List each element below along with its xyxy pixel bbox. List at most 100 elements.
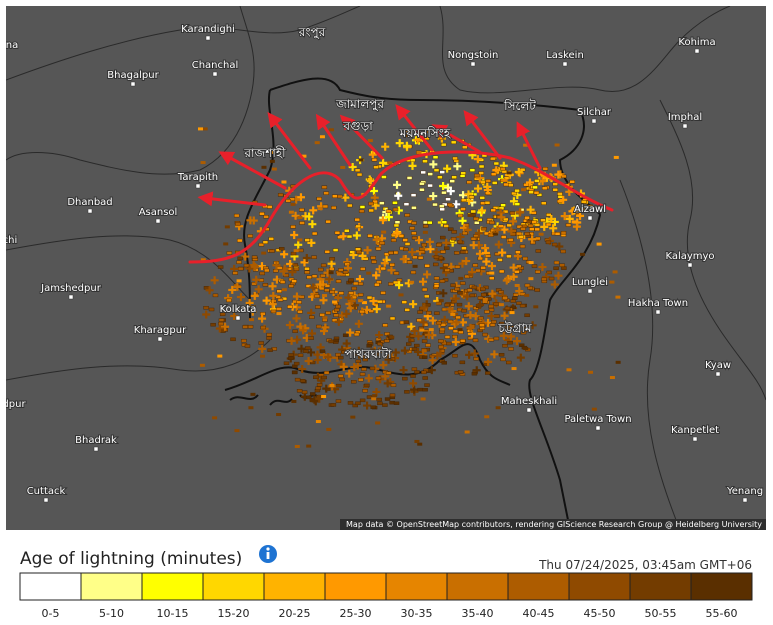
place-label: Kalaymyo [665, 251, 714, 262]
lightning-strike [409, 158, 416, 163]
lightning-strike [526, 219, 533, 224]
lightning-strike [506, 360, 512, 365]
place-label: Jamshedpur [40, 283, 102, 294]
lightning-strike [200, 161, 206, 165]
lightning-strike [389, 393, 396, 397]
lightning-strike [392, 201, 398, 205]
lightning-strike [429, 160, 438, 169]
lightning-strike [450, 312, 456, 316]
lightning-strike [419, 277, 428, 286]
lightning-strike [511, 191, 517, 196]
lightning-strike [308, 329, 317, 338]
legend-label: 40-45 [523, 607, 555, 620]
lightning-strike [251, 262, 260, 271]
lightning-strike [329, 257, 335, 261]
lightning-strike [516, 353, 525, 362]
lightning-strike [212, 293, 219, 298]
legend-swatch [19, 572, 82, 601]
lightning-strike [523, 143, 529, 147]
map[interactable]: Karandighi Chanchal Bhagalpur Nongstoin Lask… [2, 6, 766, 530]
lightning-strike [234, 429, 240, 433]
place-label-bengali: ময়মনসিংহ [399, 126, 451, 140]
lightning-strike [308, 220, 317, 229]
lightning-strike [264, 268, 270, 273]
lightning-strike [412, 264, 418, 268]
lightning-strike [523, 183, 529, 187]
lightning-strike [318, 267, 324, 272]
lightning-strike [375, 247, 382, 251]
lightning-strike [545, 240, 552, 245]
lightning-strike [565, 223, 572, 227]
place-label: Yenang [726, 486, 763, 497]
lightning-strike [480, 201, 486, 205]
lightning-strike [335, 352, 341, 357]
lightning-strike [559, 195, 568, 204]
lightning-strike [232, 271, 238, 275]
lightning-strike [311, 274, 318, 278]
lightning-strike [241, 338, 247, 343]
lightning-strike [457, 370, 464, 374]
lightning-strike [355, 275, 364, 284]
lightning-strike [290, 251, 297, 256]
place-label-bengali: বগুড়া [342, 119, 373, 133]
lightning-strike [428, 328, 434, 332]
lightning-strike [462, 145, 468, 149]
info-icon[interactable] [259, 545, 277, 563]
lightning-strike [481, 227, 487, 231]
lightning-strike [377, 344, 386, 353]
lightning-strike [393, 180, 402, 189]
lightning-strike [320, 327, 329, 336]
lightning-strike [258, 242, 265, 247]
lightning-strike [389, 400, 395, 405]
lightning-strike [460, 198, 467, 202]
lightning-strike [518, 343, 525, 347]
lightning-strike [393, 223, 400, 228]
lightning-strike [449, 179, 455, 183]
lightning-strike [393, 228, 402, 237]
lightning-strike [474, 173, 480, 178]
lightning-strike [309, 399, 315, 403]
lightning-strike [372, 394, 378, 398]
lightning-strike [580, 252, 586, 256]
lightning-strike [468, 195, 475, 199]
lightning-strike [297, 238, 303, 242]
lightning-strike [324, 250, 331, 254]
lightning-strike [326, 427, 332, 431]
lightning-strike [471, 285, 478, 290]
lightning-strike [342, 309, 351, 318]
lightning-strike [291, 279, 297, 283]
lightning-strike [485, 371, 491, 375]
lightning-strike [366, 295, 373, 300]
lightning-strike [369, 297, 378, 306]
lightning-strike [399, 366, 408, 375]
lightning-strike [505, 325, 512, 330]
lightning-strike [305, 284, 312, 288]
lightning-strike [548, 276, 555, 281]
place-label: Laskein [546, 50, 584, 61]
lightning-strike [322, 316, 328, 320]
place-marker [687, 262, 693, 268]
legend-title: Age of lightning (minutes) [20, 549, 242, 569]
lightning-strike [294, 444, 300, 448]
lightning-strike [404, 213, 410, 217]
lightning-strike [310, 392, 316, 396]
lightning-strike [246, 216, 255, 225]
lightning-strike [250, 392, 256, 396]
place-marker [212, 71, 218, 77]
lightning-strike [368, 150, 377, 159]
lightning-strike [378, 234, 387, 243]
lightning-strike [484, 309, 490, 314]
legend-label: 0-5 [42, 607, 60, 620]
lightning-strike [362, 305, 371, 314]
lightning-strike [354, 168, 361, 173]
lightning-strike [321, 185, 328, 189]
place-label: Kolkata [220, 304, 257, 315]
lightning-strike [296, 389, 303, 393]
lightning-strike [421, 339, 428, 343]
lightning-strike [462, 257, 471, 266]
lightning-strike [411, 236, 418, 240]
lightning-strike [552, 188, 559, 192]
lightning-strike [422, 159, 428, 163]
lightning-strike [287, 304, 293, 309]
lightning-strike [509, 217, 518, 226]
